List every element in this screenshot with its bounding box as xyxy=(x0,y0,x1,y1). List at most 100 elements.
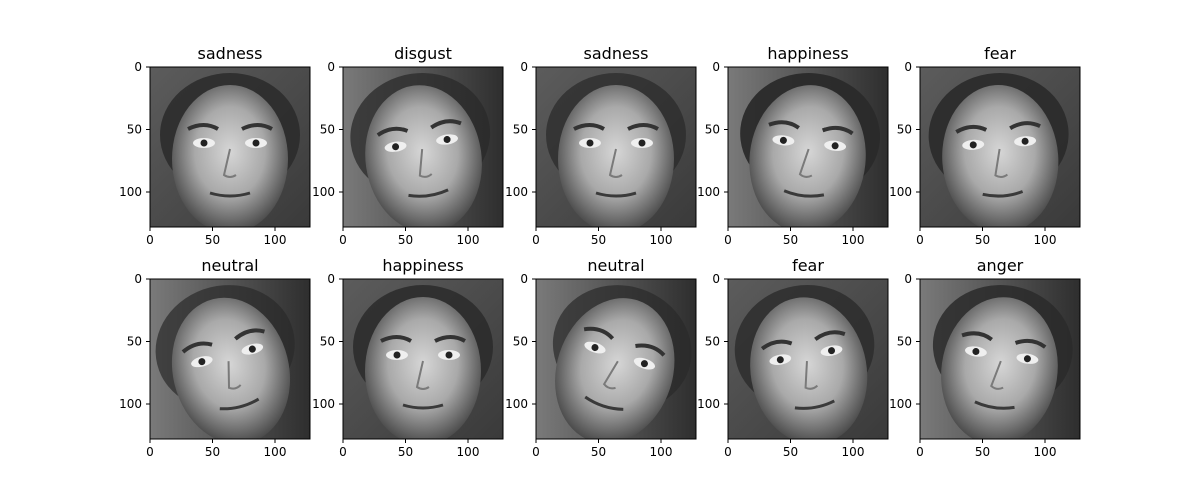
x-tick-label: 100 xyxy=(1034,233,1057,247)
y-tick-label: 100 xyxy=(697,397,720,411)
y-tick-label: 100 xyxy=(119,185,142,199)
x-tick-label: 100 xyxy=(1034,445,1057,459)
y-tick-label: 50 xyxy=(705,123,720,137)
x-tick-label: 100 xyxy=(264,445,287,459)
panel-title: sadness xyxy=(198,44,263,63)
x-tick-label: 0 xyxy=(339,233,347,247)
face-panel: happiness 0 50 100 0 50 100 xyxy=(697,44,889,247)
panel-title: fear xyxy=(792,256,824,275)
y-tick-label: 0 xyxy=(520,60,528,74)
face-panel: happiness 0 50 100 0 50 100 xyxy=(312,256,504,459)
y-tick-label: 50 xyxy=(897,123,912,137)
axes-frame xyxy=(342,66,504,228)
y-tick-label: 0 xyxy=(904,60,912,74)
x-tick-label: 100 xyxy=(457,445,480,459)
panel-title: anger xyxy=(977,256,1024,275)
panel-title: happiness xyxy=(382,256,463,275)
y-tick-label: 100 xyxy=(889,397,912,411)
axes-frame xyxy=(727,278,889,440)
x-tick-label: 0 xyxy=(916,445,924,459)
y-tick-label: 50 xyxy=(897,335,912,349)
face-image xyxy=(728,279,888,439)
y-tick-label: 0 xyxy=(327,272,335,286)
x-tick-label: 0 xyxy=(916,233,924,247)
axes-frame xyxy=(727,66,889,228)
x-tick-label: 50 xyxy=(975,445,990,459)
x-tick-label: 100 xyxy=(650,445,673,459)
face-image xyxy=(343,279,503,439)
x-tick-label: 50 xyxy=(783,233,798,247)
face-panel: fear 0 50 100 0 50 100 xyxy=(889,44,1081,247)
x-tick-label: 100 xyxy=(842,233,865,247)
face-image xyxy=(343,67,503,227)
axes-frame xyxy=(149,66,311,228)
face-panel: sadness 0 50 100 0 50 100 xyxy=(119,44,311,247)
panel-title: neutral xyxy=(587,256,644,275)
face-image xyxy=(920,67,1080,227)
face-image xyxy=(150,279,310,439)
x-tick-label: 50 xyxy=(205,233,220,247)
y-tick-label: 50 xyxy=(513,123,528,137)
y-tick-label: 50 xyxy=(513,335,528,349)
y-tick-label: 100 xyxy=(312,185,335,199)
y-tick-label: 0 xyxy=(134,272,142,286)
y-tick-label: 100 xyxy=(505,185,528,199)
axes-frame xyxy=(535,278,697,440)
x-tick-label: 50 xyxy=(975,233,990,247)
y-tick-label: 50 xyxy=(705,335,720,349)
panel-title: disgust xyxy=(394,44,452,63)
x-tick-label: 50 xyxy=(398,233,413,247)
y-tick-label: 0 xyxy=(327,60,335,74)
x-tick-label: 100 xyxy=(842,445,865,459)
y-tick-label: 50 xyxy=(320,123,335,137)
x-tick-label: 50 xyxy=(205,445,220,459)
x-tick-label: 0 xyxy=(724,233,732,247)
face-panel: neutral 0 50 100 0 50 100 xyxy=(119,256,311,459)
face-panel: fear 0 50 100 0 50 100 xyxy=(697,256,889,459)
panel-title: sadness xyxy=(584,44,649,63)
panel-title: fear xyxy=(984,44,1016,63)
face-panel: anger 0 50 100 0 50 100 xyxy=(889,256,1081,459)
axes-frame xyxy=(535,66,697,228)
panel-title: happiness xyxy=(767,44,848,63)
x-tick-label: 0 xyxy=(339,445,347,459)
y-tick-label: 50 xyxy=(127,123,142,137)
y-tick-label: 0 xyxy=(712,272,720,286)
y-tick-label: 100 xyxy=(505,397,528,411)
x-tick-label: 50 xyxy=(591,233,606,247)
axes-frame xyxy=(919,66,1081,228)
y-tick-label: 0 xyxy=(520,272,528,286)
face-image xyxy=(536,67,696,227)
y-tick-label: 0 xyxy=(904,272,912,286)
y-tick-label: 50 xyxy=(127,335,142,349)
face-panel: sadness 0 50 100 0 50 100 xyxy=(505,44,697,247)
x-tick-label: 0 xyxy=(146,233,154,247)
axes-frame xyxy=(919,278,1081,440)
face-image xyxy=(728,67,888,227)
axes-frame xyxy=(149,278,311,440)
x-tick-label: 50 xyxy=(398,445,413,459)
x-tick-label: 50 xyxy=(783,445,798,459)
x-tick-label: 50 xyxy=(591,445,606,459)
x-tick-label: 0 xyxy=(532,445,540,459)
x-tick-label: 0 xyxy=(532,233,540,247)
x-tick-label: 100 xyxy=(650,233,673,247)
y-tick-label: 100 xyxy=(889,185,912,199)
y-tick-label: 0 xyxy=(712,60,720,74)
y-tick-label: 100 xyxy=(312,397,335,411)
x-tick-label: 0 xyxy=(724,445,732,459)
panel-title: neutral xyxy=(201,256,258,275)
face-image xyxy=(150,67,310,227)
x-tick-label: 100 xyxy=(457,233,480,247)
x-tick-label: 0 xyxy=(146,445,154,459)
face-image xyxy=(920,279,1080,439)
y-tick-label: 0 xyxy=(134,60,142,74)
face-panel: disgust 0 50 100 0 50 100 xyxy=(312,44,504,247)
y-tick-label: 100 xyxy=(119,397,142,411)
y-tick-label: 50 xyxy=(320,335,335,349)
face-panel: neutral 0 50 100 0 50 100 xyxy=(505,256,697,459)
face-image xyxy=(536,279,696,439)
axes-frame xyxy=(342,278,504,440)
